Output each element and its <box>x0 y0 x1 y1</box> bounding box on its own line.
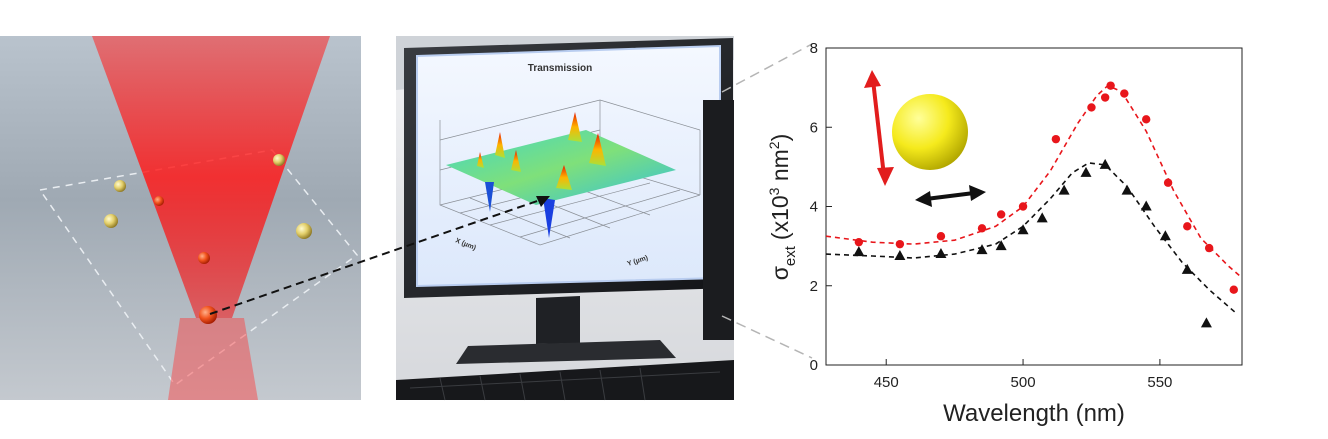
fit-curve-triangle <box>825 162 1238 315</box>
surface-peak <box>568 112 582 142</box>
y-axis-label: σext(x103 nm2) <box>766 134 799 281</box>
arrowhead-top <box>864 70 881 88</box>
x-tick-label: 450 <box>874 374 899 391</box>
screen-title: Transmission <box>528 63 592 74</box>
gold-nanoparticle <box>273 154 285 166</box>
surface-peak <box>556 165 572 190</box>
data-point-circle <box>936 232 946 241</box>
x-axis-label: Wavelength (nm) <box>943 400 1125 427</box>
data-point-triangle <box>1017 224 1029 235</box>
zoom-line-top <box>721 43 813 93</box>
surface-dip <box>543 198 555 238</box>
polarization-inset <box>864 70 986 207</box>
data-point-circle <box>1183 222 1192 231</box>
data-point-circle <box>895 239 905 249</box>
monitor-panel: Transmission X (µm) Y (µm) <box>396 36 734 401</box>
fit-curve-circle <box>825 84 1243 279</box>
extinction-chart: 450 500 550 0 2 4 6 8 Wavelength (nm) σext(x103… <box>766 40 1243 427</box>
data-point-triangle <box>1036 212 1048 223</box>
data-point-triangle <box>1058 184 1070 195</box>
data-point-triangle <box>1080 166 1092 177</box>
arrowhead-bottom <box>877 167 894 186</box>
data-point-circle <box>1142 115 1151 124</box>
data-point-circle <box>1163 178 1173 187</box>
surface-dip <box>485 182 494 212</box>
data-point-circle <box>1100 93 1110 102</box>
zoom-line-bottom <box>721 315 813 359</box>
surface-plot-axes <box>439 99 701 246</box>
y-tick-label: 8 <box>810 40 818 57</box>
gold-nanoparticle <box>114 180 126 192</box>
monitor-stand <box>536 296 580 344</box>
data-point-circle <box>854 237 864 247</box>
data-point-circle <box>1087 103 1096 112</box>
data-point-triangle <box>995 240 1007 251</box>
transmission-surface <box>446 130 676 205</box>
data-point-triangle <box>1181 263 1193 274</box>
focused-nanoparticle <box>199 306 217 324</box>
data-point-circle <box>1051 134 1061 144</box>
gold-nanoparticle <box>104 214 118 228</box>
surface-peak <box>477 152 484 168</box>
polarization-arrow-vertical <box>871 79 886 177</box>
laser-beam-lower <box>168 318 258 400</box>
data-point-triangle <box>935 248 947 259</box>
data-point-triangle <box>853 246 865 257</box>
data-point-circle <box>996 210 1006 219</box>
data-point-circle <box>1120 89 1129 98</box>
surface-peak <box>589 133 606 166</box>
data-point-triangle <box>1099 158 1111 169</box>
illuminated-nanoparticle <box>198 252 210 264</box>
data-point-circle <box>1204 243 1214 253</box>
monitor-base <box>456 340 676 364</box>
data-point-triangle <box>1140 200 1152 211</box>
gold-nanoparticle <box>296 223 312 239</box>
illuminated-nanoparticle <box>154 196 164 206</box>
arrowhead-right <box>969 185 986 201</box>
data-point-circle <box>1018 202 1028 211</box>
data-point-triangle <box>1121 184 1133 195</box>
data-link-arrowhead <box>536 196 550 207</box>
data-point-circle <box>1106 81 1115 90</box>
data-link-arrow <box>209 199 541 315</box>
keyboard-keys <box>409 367 721 401</box>
data-point-triangle <box>976 244 988 255</box>
x-tick-label: 550 <box>1147 374 1172 391</box>
data-point-triangle <box>894 250 906 261</box>
plot-frame <box>825 47 1243 366</box>
polarization-arrow-horizontal <box>925 191 975 201</box>
y-tick-label: 4 <box>810 199 818 216</box>
data-point-triangle <box>1159 230 1171 241</box>
laser-scene-panel <box>0 36 361 400</box>
surface-peak <box>495 132 505 158</box>
computer-tower <box>703 100 734 340</box>
laser-beam <box>92 36 330 318</box>
y-tick-label: 6 <box>810 119 818 136</box>
y-tick-label: 0 <box>810 357 818 374</box>
data-point-circle <box>1229 285 1238 294</box>
y-tick-label: 2 <box>810 278 818 295</box>
arrowhead-left <box>915 191 932 207</box>
nanosphere-illustration <box>892 94 968 170</box>
data-point-circle <box>977 224 987 233</box>
data-point-triangle <box>1200 317 1212 328</box>
surface-peak <box>511 150 521 172</box>
x-tick-label: 500 <box>1011 374 1036 391</box>
